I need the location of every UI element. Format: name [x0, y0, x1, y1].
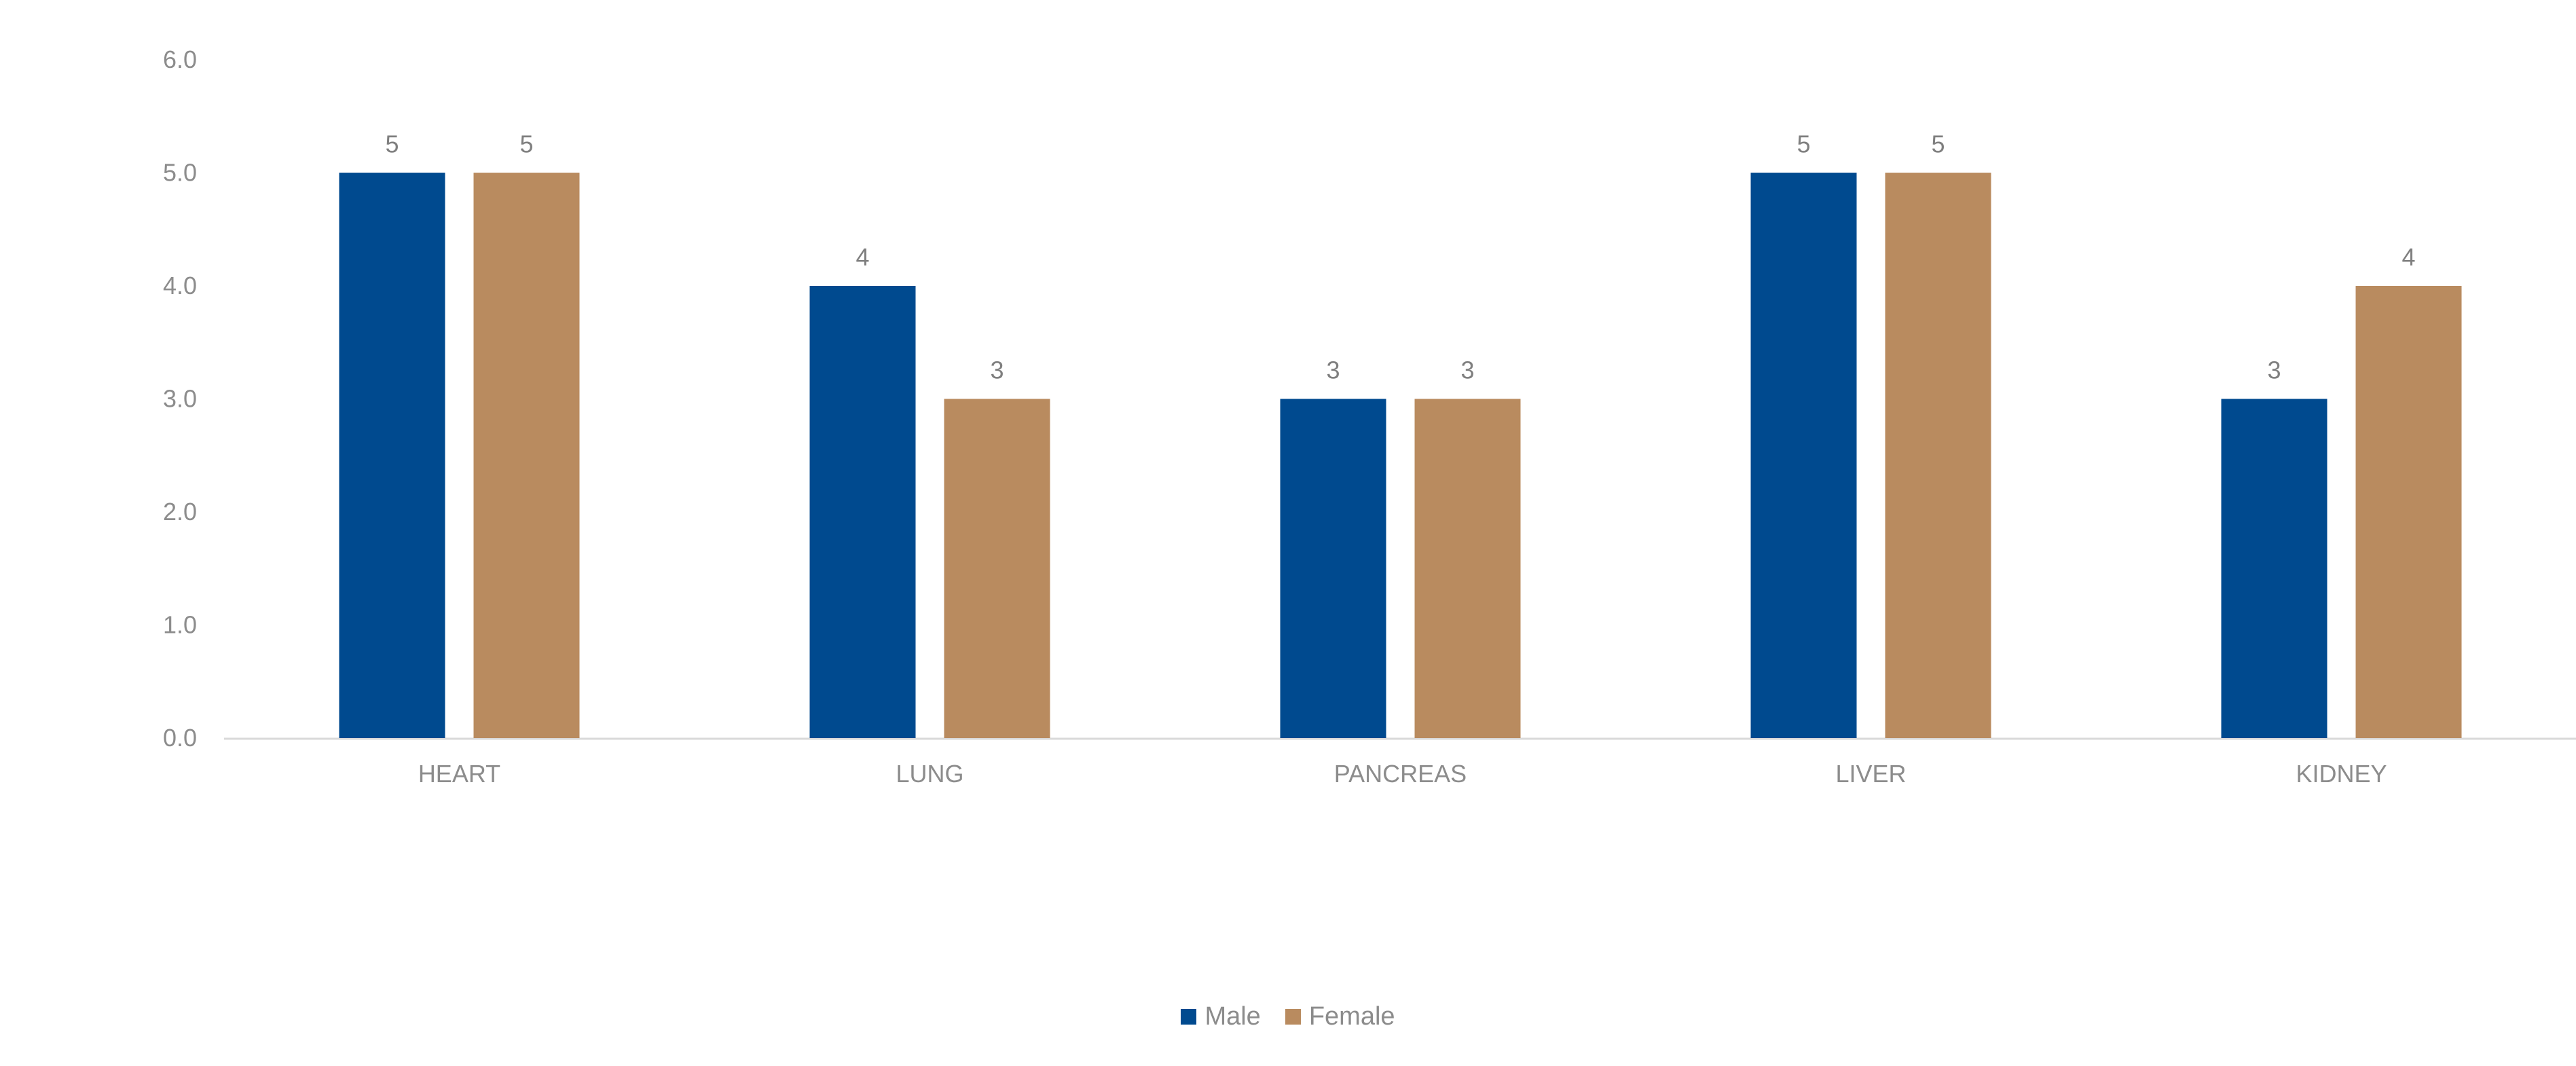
data-label-female-heart: 5: [519, 130, 533, 158]
bars: [339, 172, 2462, 738]
y-axis-ticks: 0.0 1.0 2.0 3.0 4.0 5.0 6.0: [163, 45, 197, 752]
data-label-male-heart: 5: [385, 130, 399, 158]
bar-female-liver: [1885, 172, 1991, 738]
data-label-female-kidney: 4: [2402, 243, 2415, 271]
x-category-label: HEART: [418, 760, 500, 788]
data-label-female-pancreas: 3: [1460, 356, 1474, 384]
bar-female-heart: [473, 172, 580, 738]
legend: Male Female: [0, 1004, 2576, 1029]
data-label-male-kidney: 3: [2267, 356, 2281, 384]
x-axis-categories: HEART LUNG PANCREAS LIVER KIDNEY: [418, 760, 2387, 788]
legend-item-female[interactable]: Female: [1285, 1004, 1395, 1029]
data-label-female-liver: 5: [1931, 130, 1945, 158]
bar-male-liver: [1750, 172, 1857, 738]
y-tick-label: 2.0: [163, 498, 197, 526]
legend-label-female: Female: [1308, 1002, 1395, 1031]
y-tick-label: 5.0: [163, 159, 197, 187]
bar-female-pancreas: [1414, 399, 1521, 738]
bar-male-pancreas: [1280, 399, 1386, 738]
y-tick-label: 6.0: [163, 45, 197, 73]
bar-male-heart: [339, 172, 445, 738]
bar-female-kidney: [2355, 286, 2462, 738]
data-labels: 5 5 4 3 3 3 5 5 3 4: [385, 130, 2415, 384]
legend-item-male[interactable]: Male: [1181, 1002, 1261, 1031]
x-category-label: KIDNEY: [2296, 760, 2387, 788]
legend-label-male: Male: [1204, 1002, 1261, 1031]
data-label-male-lung: 4: [855, 243, 869, 271]
x-category-label: PANCREAS: [1334, 760, 1467, 788]
y-tick-label: 4.0: [163, 272, 197, 299]
x-category-label: LUNG: [896, 760, 963, 788]
data-label-male-pancreas: 3: [1326, 356, 1340, 384]
bar-male-lung: [809, 286, 916, 738]
y-tick-label: 3.0: [163, 385, 197, 413]
legend-swatch-female: [1285, 1008, 1301, 1025]
y-tick-label: 1.0: [163, 611, 197, 639]
y-tick-label: 0.0: [163, 724, 197, 752]
data-label-female-lung: 3: [990, 356, 1004, 384]
bar-female-lung: [944, 399, 1050, 738]
bar-male-kidney: [2221, 399, 2327, 738]
legend-swatch-male: [1181, 1008, 1197, 1025]
data-label-male-liver: 5: [1797, 130, 1810, 158]
x-category-label: LIVER: [1835, 760, 1906, 788]
